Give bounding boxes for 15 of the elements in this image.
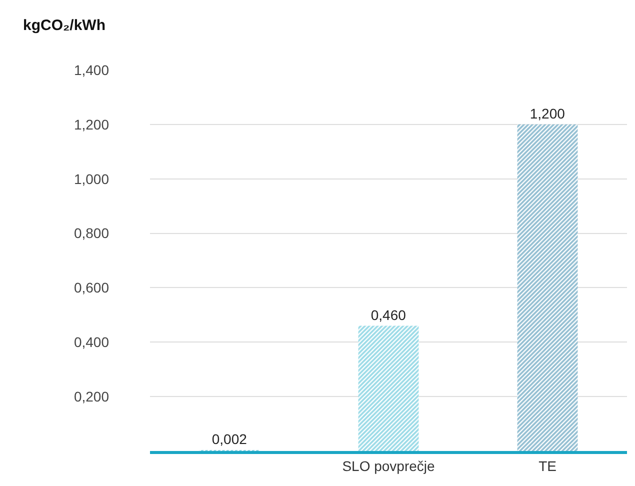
data-label: 1,200 xyxy=(530,105,566,122)
y-tick-label: 0,800 xyxy=(74,225,110,242)
y-tick-label: 0,200 xyxy=(74,388,110,404)
y-tick-label: 1,200 xyxy=(74,116,110,132)
bar xyxy=(517,124,578,451)
x-tick-label: TE xyxy=(538,458,556,474)
y-tick-label: 0,600 xyxy=(74,280,110,296)
data-label: 0,460 xyxy=(370,306,406,323)
y-tick-label: 0,400 xyxy=(74,334,110,350)
y-tick-label: 1,400 xyxy=(74,62,110,78)
x-tick-label: SLO povprečje xyxy=(342,458,436,474)
y-tick-label: 1,000 xyxy=(74,170,110,187)
bar xyxy=(358,326,419,451)
data-label: 0,002 xyxy=(212,431,248,447)
y-axis-title: kgCO₂/kWh xyxy=(23,17,106,34)
